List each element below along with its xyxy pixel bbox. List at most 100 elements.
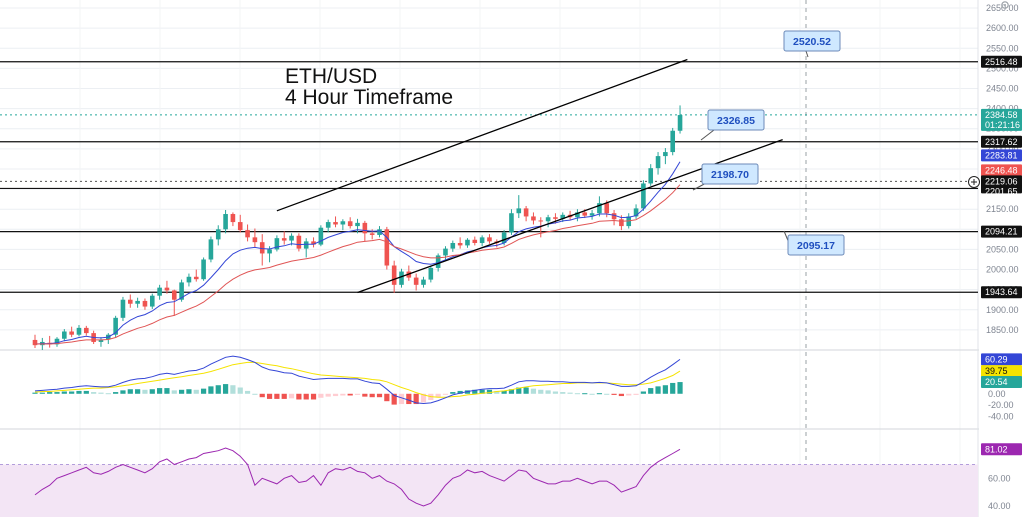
candle bbox=[355, 218, 360, 234]
price-tick-label: 2450.00 bbox=[986, 84, 1019, 94]
candle bbox=[487, 234, 492, 244]
macd-histogram-bar bbox=[391, 393, 397, 405]
macd-histogram-bar bbox=[32, 392, 38, 394]
candle-body bbox=[560, 214, 566, 219]
candle bbox=[76, 325, 82, 337]
candle-body bbox=[369, 233, 375, 235]
macd-histogram-bar bbox=[479, 389, 485, 394]
candle bbox=[281, 231, 287, 245]
axis-label-ema-slow: 2246.48 bbox=[981, 164, 1022, 177]
macd-histogram-bar bbox=[552, 391, 559, 394]
axis-label-macd-bg bbox=[981, 353, 1022, 366]
macd-histogram-bar bbox=[611, 393, 617, 395]
macd-histogram-bar bbox=[259, 393, 265, 398]
candle bbox=[399, 268, 404, 288]
candle-body bbox=[648, 168, 654, 184]
candle-body bbox=[677, 115, 683, 131]
macd-histogram-bar bbox=[582, 393, 588, 395]
candle bbox=[509, 209, 514, 235]
axis-label-1943: 1943.64 bbox=[981, 286, 1022, 299]
candle bbox=[47, 335, 52, 348]
candle-body bbox=[611, 213, 617, 220]
price-callout: 2198.70 bbox=[692, 163, 759, 191]
macd-histogram-bar bbox=[494, 390, 500, 394]
candle-body bbox=[296, 235, 302, 249]
macd-histogram-bar bbox=[193, 389, 199, 394]
axis-label-2094: 2094.21 bbox=[981, 225, 1022, 238]
candle-body bbox=[157, 287, 162, 296]
macd-histogram-bar bbox=[266, 393, 273, 399]
macd-histogram-bar bbox=[222, 384, 229, 394]
candle-body bbox=[391, 265, 397, 285]
candle-body bbox=[62, 331, 67, 339]
axis-label-2317: 2317.62 bbox=[981, 135, 1022, 148]
price-tick-label: 1900.00 bbox=[986, 305, 1019, 315]
candle-body bbox=[633, 208, 639, 217]
candle-body bbox=[355, 222, 360, 227]
candle-body bbox=[333, 222, 338, 225]
macd-histogram-bar bbox=[98, 392, 104, 394]
axis-label-signal-bg bbox=[981, 365, 1022, 378]
candle-body bbox=[501, 232, 507, 243]
axis-label-2201-text: 2201.65 bbox=[985, 186, 1018, 196]
candle bbox=[421, 276, 426, 288]
candle-body bbox=[509, 213, 514, 233]
candle-body bbox=[523, 208, 529, 217]
candle bbox=[575, 209, 580, 222]
candle-body bbox=[113, 317, 118, 335]
candle bbox=[127, 294, 133, 308]
candle bbox=[611, 210, 617, 226]
axis-label-1943-bg bbox=[981, 286, 1022, 299]
candle-body bbox=[142, 300, 148, 307]
price-axis: 2650.00 2600.00 2550.00 2500.00 2450.00 2400.… bbox=[979, 0, 1024, 517]
candle bbox=[677, 105, 683, 134]
candle bbox=[120, 296, 126, 322]
macd-tick-label: 0.00 bbox=[988, 389, 1006, 399]
candle bbox=[347, 217, 353, 229]
ema-fast-line bbox=[34, 161, 681, 345]
candle-body bbox=[98, 339, 104, 342]
callout-box bbox=[701, 163, 759, 185]
macd-histogram-bar bbox=[171, 390, 177, 394]
macd-histogram-bar bbox=[288, 393, 295, 399]
price-tick-label: 2600.00 bbox=[986, 23, 1019, 33]
candle bbox=[208, 236, 214, 263]
macd-histogram-bar bbox=[303, 393, 309, 400]
price-tick-label: 2650.00 bbox=[986, 3, 1019, 13]
candle-body bbox=[663, 152, 668, 157]
macd-histogram-bar bbox=[648, 388, 654, 394]
axis-label-2516-text: 2516.48 bbox=[985, 57, 1018, 67]
candle-body bbox=[399, 271, 404, 285]
candle bbox=[479, 235, 485, 247]
candle bbox=[171, 289, 177, 316]
crosshair-plus-icon[interactable] bbox=[968, 176, 980, 188]
macd-histogram-bar bbox=[435, 393, 441, 398]
macd-histogram-bar bbox=[508, 389, 515, 394]
callout-box bbox=[707, 109, 765, 131]
candle bbox=[157, 284, 162, 300]
price-tick-label: 1850.00 bbox=[986, 325, 1019, 335]
macd-histogram-bar bbox=[501, 390, 507, 394]
candle bbox=[215, 225, 221, 246]
macd-histogram-bar bbox=[523, 387, 529, 394]
macd-histogram-bar bbox=[142, 389, 148, 394]
candle-body bbox=[223, 214, 228, 230]
macd-histogram-bar bbox=[347, 393, 353, 396]
callout-pointer bbox=[805, 50, 809, 58]
macd-histogram-bar bbox=[237, 387, 243, 394]
settings-gear-icon[interactable] bbox=[1001, 1, 1009, 9]
rsi-overbought-band bbox=[0, 464, 978, 520]
candle bbox=[274, 235, 280, 252]
moving-averages bbox=[34, 161, 681, 345]
candle-body bbox=[289, 235, 294, 241]
axis-label-1943-text: 1943.64 bbox=[985, 287, 1018, 297]
macd-histogram-bar bbox=[252, 393, 258, 395]
axis-label-ema-fast: 2283.81 bbox=[981, 149, 1022, 162]
candle-body bbox=[303, 241, 309, 249]
last-price-text: 2384.58 bbox=[985, 110, 1018, 120]
candle-body bbox=[377, 229, 382, 235]
axis-label-crosshair-text: 2219.06 bbox=[985, 176, 1018, 186]
macd-histogram-bar bbox=[91, 392, 97, 394]
